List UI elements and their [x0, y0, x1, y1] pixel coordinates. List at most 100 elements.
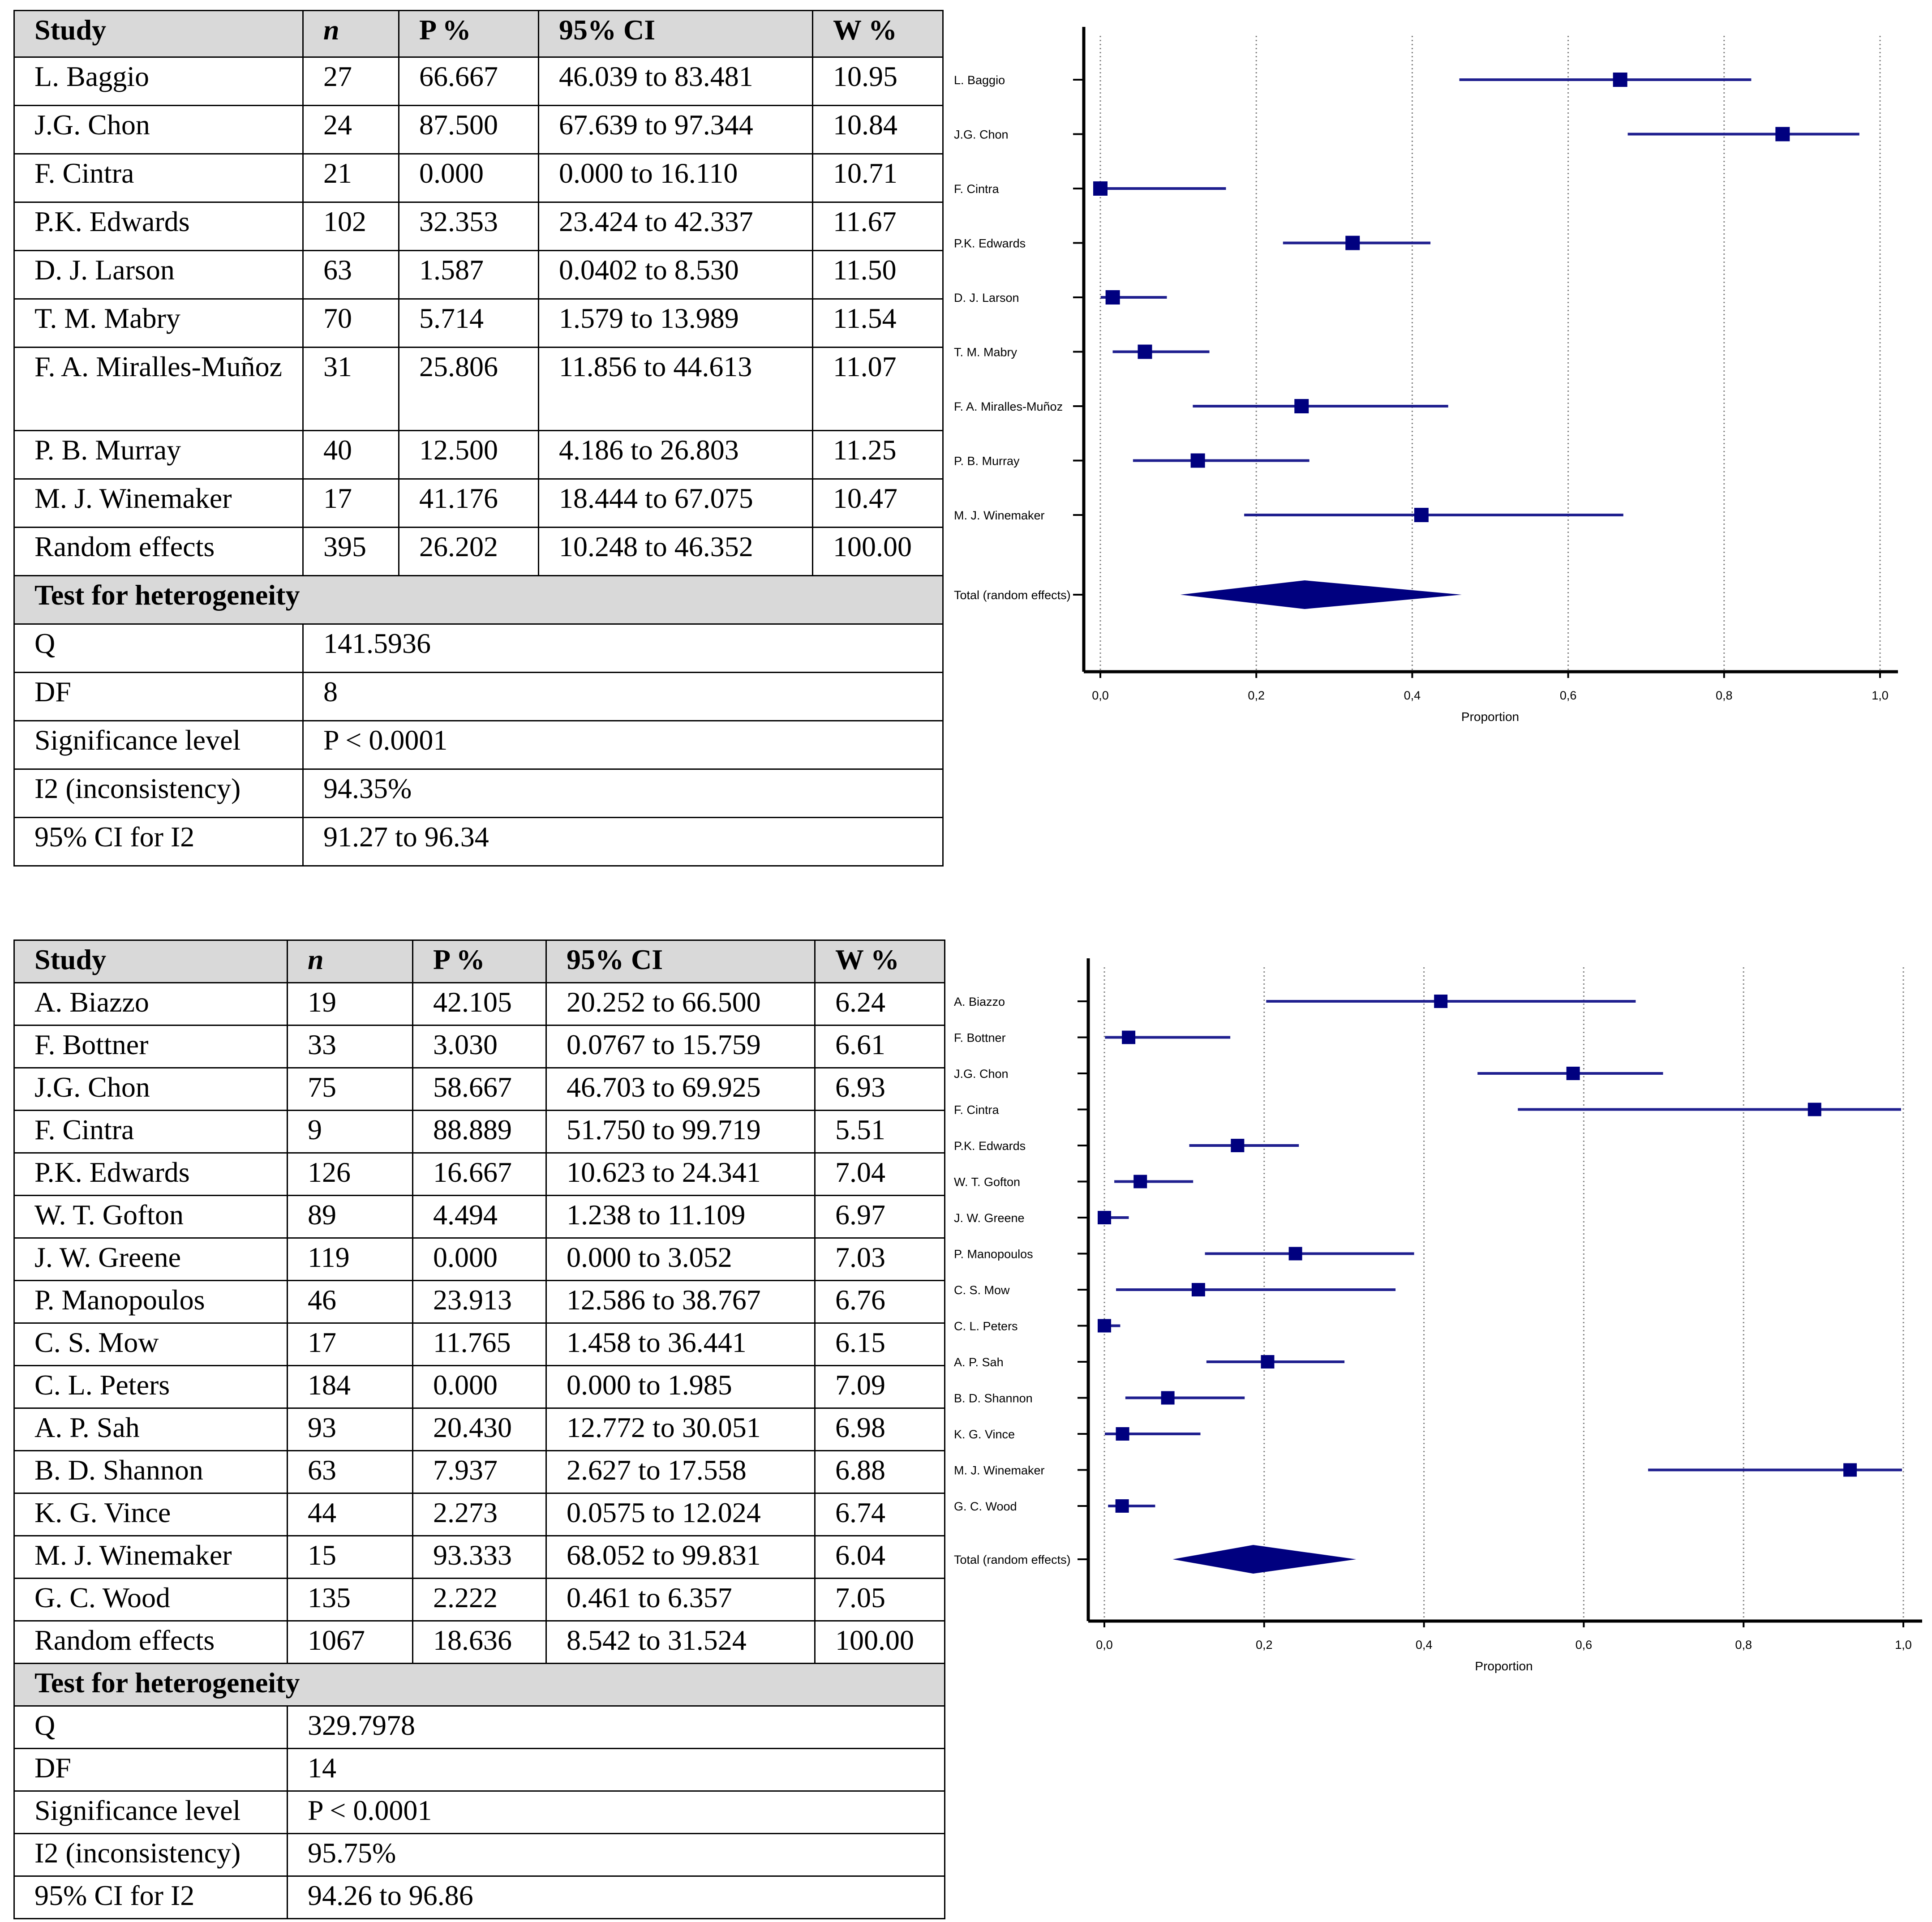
point-estimate-marker	[1122, 1030, 1136, 1044]
heterogeneity-row: Q 329.7978	[13, 1705, 945, 1749]
cell-w: 6.15	[814, 1322, 945, 1366]
cell-w: 7.04	[814, 1152, 945, 1196]
heterogeneity-row: DF 14	[13, 1748, 945, 1792]
study-label: P.K. Edwards	[954, 1139, 1026, 1153]
heterogeneity-row: 95% CI for I2 94.26 to 96.86	[13, 1875, 945, 1919]
table-row: G. C. Wood 135 2.222 0.461 to 6.357 7.05	[13, 1578, 945, 1622]
cell-ci: 20.252 to 66.500	[545, 982, 816, 1026]
table-row: M. J. Winemaker 15 93.333 68.052 to 99.831 6…	[13, 1535, 945, 1579]
cell-study: M. J. Winemaker	[13, 1535, 288, 1579]
cell-n: 17	[287, 1322, 413, 1366]
cell-study: B. D. Shannon	[13, 1450, 288, 1494]
header-n: n	[287, 940, 413, 983]
stat-label: 95% CI for I2	[13, 1875, 288, 1919]
cell-w: 7.05	[814, 1578, 945, 1622]
cell-w: 10.47	[812, 478, 944, 528]
table-row: M. J. Winemaker 17 41.176 18.444 to 67.0…	[13, 478, 944, 528]
header-p: P %	[398, 10, 539, 58]
point-estimate-marker	[1294, 399, 1309, 413]
stat-label: Significance level	[13, 720, 304, 770]
cell-ci: 2.627 to 17.558	[545, 1450, 816, 1494]
cell-p: 23.913	[412, 1280, 547, 1324]
point-estimate-marker	[1566, 1067, 1580, 1080]
x-tick-label: 0,0	[1092, 689, 1109, 702]
study-label: L. Baggio	[954, 73, 1005, 87]
study-label: G. C. Wood	[954, 1500, 1017, 1513]
table-header-row: Study n P % 95% CI W %	[13, 10, 944, 58]
total-label: Total (random effects)	[954, 588, 1071, 602]
table-row: D. J. Larson 63 1.587 0.0402 to 8.530 11…	[13, 250, 944, 300]
study-label: F. Bottner	[954, 1031, 1006, 1045]
cell-w: 6.24	[814, 982, 945, 1026]
cell-n: 24	[302, 105, 399, 154]
cell-w: 11.54	[812, 298, 944, 348]
point-estimate-marker	[1105, 290, 1120, 305]
x-tick-label: 0,6	[1576, 1638, 1593, 1652]
study-label: F. Cintra	[954, 1103, 1000, 1117]
table-row: J.G. Chon 75 58.667 46.703 to 69.925 6.93	[13, 1067, 945, 1111]
point-estimate-marker	[1133, 1175, 1147, 1188]
total-label: Total (random effects)	[954, 1553, 1071, 1566]
cell-w: 11.25	[812, 430, 944, 480]
table-row: A. P. Sah 93 20.430 12.772 to 30.051 6.98	[13, 1407, 945, 1451]
cell-ci: 0.0575 to 12.024	[545, 1493, 816, 1536]
study-label: F. A. Miralles-Muñoz	[954, 400, 1063, 413]
cell-ci: 8.542 to 31.524	[545, 1620, 816, 1664]
cell-n: 46	[287, 1280, 413, 1324]
study-label: P. Manopoulos	[954, 1248, 1033, 1261]
header-ci: 95% CI	[538, 10, 813, 58]
stat-label: Q	[13, 623, 304, 673]
point-estimate-marker	[1414, 508, 1429, 522]
cell-ci: 0.461 to 6.357	[545, 1578, 816, 1622]
cell-ci: 10.248 to 46.352	[538, 527, 813, 576]
cell-ci: 0.000 to 1.985	[545, 1365, 816, 1409]
stat-label: Significance level	[13, 1790, 288, 1834]
study-label: C. S. Mow	[954, 1283, 1010, 1297]
cell-n: 1067	[287, 1620, 413, 1664]
study-label: K. G. Vince	[954, 1428, 1015, 1441]
cell-study: Random effects	[13, 1620, 288, 1664]
cell-study: T. M. Mabry	[13, 298, 304, 348]
study-label: J.G. Chon	[954, 1067, 1009, 1081]
cell-ci: 0.0767 to 15.759	[545, 1025, 816, 1068]
cell-w: 6.04	[814, 1535, 945, 1579]
table-row: B. D. Shannon 63 7.937 2.627 to 17.558 6.88	[13, 1450, 945, 1494]
table-row-total: Random effects 395 26.202 10.248 to 46.3…	[13, 527, 944, 576]
cell-p: 2.222	[412, 1578, 547, 1622]
cell-n: 27	[302, 56, 399, 106]
cell-p: 41.176	[398, 478, 539, 528]
cell-p: 5.714	[398, 298, 539, 348]
stat-value: P < 0.0001	[287, 1790, 945, 1834]
heterogeneity-header: Test for heterogeneity	[13, 1663, 945, 1707]
cell-n: 31	[302, 347, 399, 431]
x-axis-label: Proportion	[1475, 1659, 1533, 1673]
cell-w: 6.76	[814, 1280, 945, 1324]
study-label: J. W. Greene	[954, 1211, 1025, 1225]
cell-p: 3.030	[412, 1025, 547, 1068]
x-tick-label: 0,4	[1416, 1638, 1433, 1652]
cell-ci: 12.586 to 38.767	[545, 1280, 816, 1324]
cell-study: A. Biazzo	[13, 982, 288, 1026]
header-p: P %	[412, 940, 547, 983]
x-axis-label: Proportion	[1461, 710, 1519, 724]
cell-p: 1.587	[398, 250, 539, 300]
cell-ci: 51.750 to 99.719	[545, 1110, 816, 1154]
cell-study: L. Baggio	[13, 56, 304, 106]
table-row: J. W. Greene 119 0.000 0.000 to 3.052 7.03	[13, 1237, 945, 1281]
cell-study: F. Cintra	[13, 1110, 288, 1154]
cell-p: 7.937	[412, 1450, 547, 1494]
cell-ci: 12.772 to 30.051	[545, 1407, 816, 1451]
stat-label: Q	[13, 1705, 288, 1749]
heterogeneity-title: Test for heterogeneity	[13, 575, 944, 625]
cell-w: 5.51	[814, 1110, 945, 1154]
cell-ci: 18.444 to 67.075	[538, 478, 813, 528]
cell-p: 58.667	[412, 1067, 547, 1111]
cell-n: 19	[287, 982, 413, 1026]
cell-w: 11.07	[812, 347, 944, 431]
point-estimate-marker	[1138, 344, 1152, 359]
cell-study: P.K. Edwards	[13, 202, 304, 251]
cell-n: 17	[302, 478, 399, 528]
cell-p: 16.667	[412, 1152, 547, 1196]
cell-ci: 1.238 to 11.109	[545, 1195, 816, 1239]
study-label: P. B. Murray	[954, 455, 1020, 468]
